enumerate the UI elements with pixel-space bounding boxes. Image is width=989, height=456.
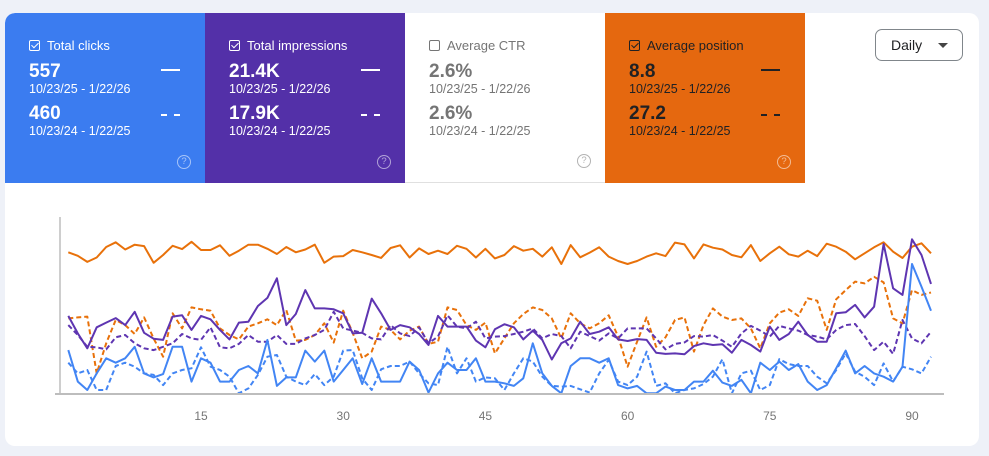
metric-label: Total clicks [47,37,110,53]
help-icon[interactable]: ? [377,155,391,169]
checkbox-checked-icon[interactable] [629,39,640,51]
solid-line-legend-icon [761,69,780,71]
help-icon[interactable]: ? [577,154,591,168]
metric-current-value: 557 [29,61,61,82]
metric-current-value: 8.8 [629,61,656,82]
x-tick-label: 15 [194,409,208,423]
solid-line-legend-icon [361,69,380,71]
x-tick-label: 30 [337,409,351,423]
performance-panel: Total clicks 557 10/23/25 - 1/22/26 460 … [5,13,979,446]
dashed-line-legend-icon [161,114,180,116]
granularity-dropdown[interactable]: Daily [875,29,963,61]
help-icon[interactable]: ? [777,155,791,169]
series-line-total-clicks-previous [67,345,932,395]
metric-previous-value: 27.2 [629,103,666,124]
metric-previous-value: 2.6% [429,103,473,124]
checkbox-unchecked-icon[interactable] [429,39,440,51]
granularity-selected: Daily [891,37,923,53]
metric-current-value: 2.6% [429,61,473,82]
metric-previous-range: 10/23/24 - 1/22/25 [29,124,131,138]
metric-current-range: 10/23/25 - 1/22/26 [229,82,331,96]
metric-current-value: 21.4K [229,61,280,82]
help-icon[interactable]: ? [177,155,191,169]
x-tick-label: 60 [621,409,635,423]
x-tick-label: 75 [763,409,777,423]
metric-previous-range: 10/23/24 - 1/22/25 [429,124,531,138]
metric-current-range: 10/23/25 - 1/22/26 [29,82,131,96]
solid-line-legend-icon [161,69,180,71]
series-line-total-clicks-current [67,263,932,395]
metric-label: Total impressions [247,37,348,53]
caret-down-icon [938,43,948,48]
metric-card-total-impressions[interactable]: Total impressions 21.4K 10/23/25 - 1/22/… [205,13,405,183]
x-tick-label: 90 [905,409,919,423]
series-line-total-impressions-previous [67,310,932,355]
metric-previous-value: 17.9K [229,103,280,124]
metric-previous-value: 460 [29,103,61,124]
metric-current-range: 10/23/25 - 1/22/26 [629,82,731,96]
dashed-line-legend-icon [361,114,380,116]
series-line-total-impressions-current [67,238,932,361]
checkbox-checked-icon[interactable] [229,39,240,51]
metric-card-average-ctr[interactable]: Average CTR 2.6% 10/23/25 - 1/22/26 2.6%… [405,13,605,183]
series-line-average-position-current [67,240,932,265]
metric-label: Average position [647,37,744,53]
metric-label: Average CTR [447,37,526,53]
dashed-line-legend-icon [761,114,780,116]
checkbox-checked-icon[interactable] [29,39,40,51]
metric-previous-range: 10/23/24 - 1/22/25 [229,124,331,138]
metric-card-total-clicks[interactable]: Total clicks 557 10/23/25 - 1/22/26 460 … [5,13,205,183]
x-tick-label: 45 [479,409,493,423]
metric-card-average-position[interactable]: Average position 8.8 10/23/25 - 1/22/26 … [605,13,805,183]
metric-previous-range: 10/23/24 - 1/22/25 [629,124,731,138]
metric-current-range: 10/23/25 - 1/22/26 [429,82,531,96]
